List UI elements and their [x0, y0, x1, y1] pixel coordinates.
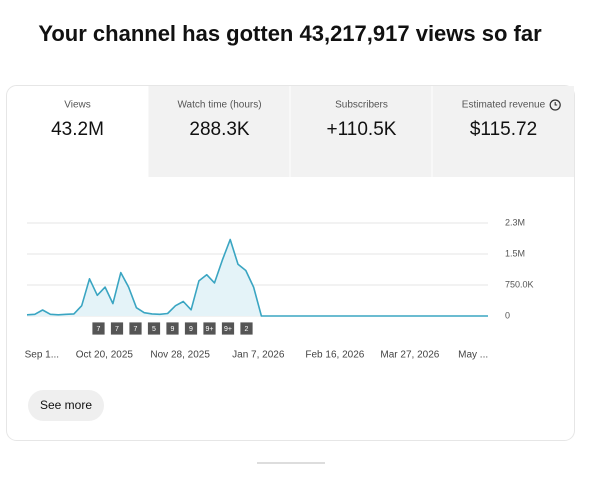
tab-background[interactable]	[148, 86, 290, 177]
tab-value[interactable]: +110.5K	[327, 119, 397, 140]
page-title: Your channel has gotten 43,217,917 views…	[38, 21, 542, 46]
annotation-badge[interactable]	[202, 321, 217, 336]
y-tick-label: 1.5M	[505, 248, 525, 258]
tab-value[interactable]: $115.72	[470, 119, 537, 140]
annotation-label[interactable]: 9	[171, 326, 175, 333]
tab-value[interactable]: 288.3K	[189, 119, 250, 140]
tab-value[interactable]: 43.2M	[51, 119, 104, 140]
x-tick-label: Jan 7, 2026	[232, 350, 285, 361]
line	[26, 238, 488, 317]
annotation-label[interactable]: 9	[189, 326, 193, 333]
tab-label[interactable]: Views	[64, 100, 91, 111]
tab-label[interactable]: Subscribers	[335, 100, 388, 111]
see-more-button[interactable]	[28, 390, 104, 421]
annotation-badge[interactable]	[239, 321, 254, 336]
tab-label[interactable]: Watch time (hours)	[177, 100, 261, 111]
annotation-label[interactable]: 9+	[206, 326, 214, 333]
annotation-label[interactable]: 7	[97, 326, 101, 333]
info-icon[interactable]	[549, 99, 561, 111]
annotation-label[interactable]: 7	[134, 326, 138, 333]
x-tick-label: Nov 28, 2025	[150, 350, 210, 361]
annotation-label[interactable]: 2	[245, 326, 249, 333]
annotation-label[interactable]: 9+	[224, 326, 232, 333]
annotation-badge[interactable]	[165, 321, 180, 336]
x-tick-label: Mar 27, 2026	[380, 350, 439, 361]
see-more-label[interactable]: See more	[40, 398, 92, 412]
tab-label[interactable]: Estimated revenue	[462, 100, 546, 111]
y-tick-label: 2.3M	[505, 217, 525, 227]
annotation-badge[interactable]	[147, 321, 161, 336]
annotation-badge[interactable]	[128, 321, 143, 336]
annotation-badge[interactable]	[221, 321, 235, 336]
y-tick-label: 0	[505, 310, 510, 320]
tab-background[interactable]	[432, 86, 575, 177]
annotation-badge[interactable]	[110, 321, 124, 336]
annotation-label[interactable]: 5	[152, 326, 156, 333]
x-tick-label: Feb 16, 2026	[305, 350, 364, 361]
y-tick-label: 750.0K	[505, 279, 534, 289]
annotation-badge[interactable]	[91, 321, 106, 336]
annotation-badge[interactable]	[184, 321, 198, 336]
x-tick-label: Sep 1...	[25, 350, 59, 361]
x-tick-label: May ...	[458, 350, 488, 361]
tab-background[interactable]	[290, 86, 432, 177]
info-icon-hands[interactable]	[554, 102, 558, 106]
annotation-label[interactable]: 7	[115, 326, 119, 333]
x-tick-label: Oct 20, 2025	[76, 350, 134, 361]
